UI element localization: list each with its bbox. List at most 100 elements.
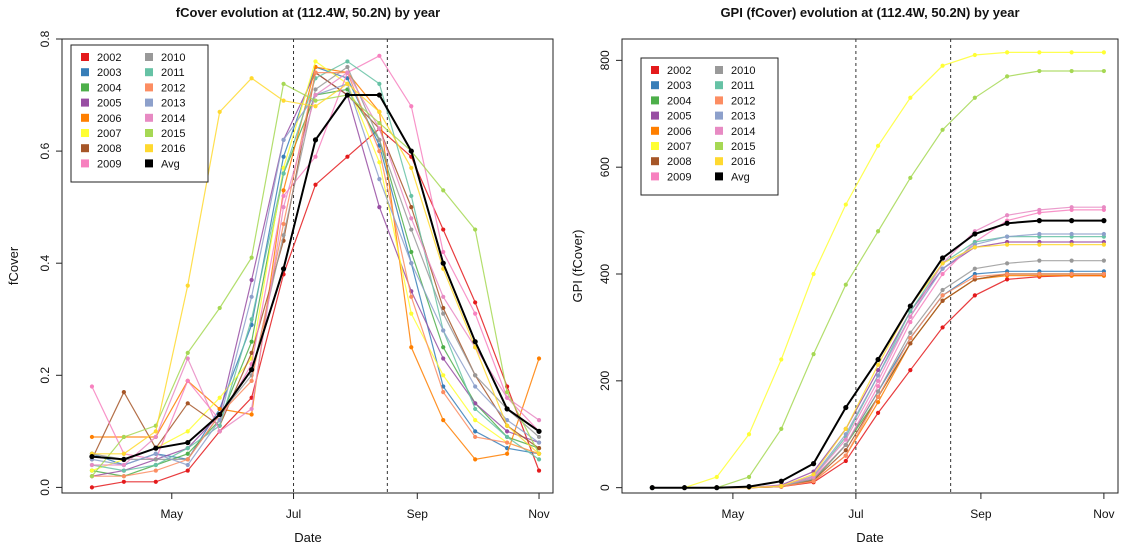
legend-swatch [651, 96, 659, 105]
data-point [345, 70, 350, 75]
series-2002 [89, 126, 542, 490]
data-point [409, 216, 414, 221]
data-point [1101, 271, 1106, 277]
data-point [249, 350, 254, 355]
x-tick-label: Sep [407, 507, 429, 521]
data-point [779, 483, 784, 489]
data-point [875, 410, 881, 415]
legend-swatch [715, 142, 723, 150]
data-point [972, 266, 977, 271]
legend-entry: 2008 [667, 156, 691, 168]
series-2009 [650, 207, 1106, 490]
data-point [473, 401, 478, 406]
legend-entry: 2014 [161, 113, 185, 125]
data-point [473, 373, 478, 378]
series-avg [89, 92, 542, 462]
legend-entry: 2016 [731, 156, 755, 168]
y-tick-label: 0.0 [38, 479, 52, 496]
series-2014 [650, 205, 1106, 490]
data-point [1101, 258, 1106, 263]
x-tick-label: Sep [970, 507, 992, 521]
data-point [313, 154, 318, 159]
data-point [504, 406, 510, 412]
data-point [249, 378, 254, 384]
data-point [409, 294, 414, 299]
data-point [811, 271, 816, 277]
data-point [810, 461, 817, 467]
data-point [281, 137, 286, 142]
data-point [441, 188, 446, 193]
legend-entry: 2011 [731, 80, 755, 92]
data-point [472, 339, 478, 345]
legend-entry: 2006 [97, 113, 121, 125]
legend-entry: 2007 [667, 141, 691, 153]
legend-entry: Avg [161, 158, 180, 170]
data-point [280, 266, 287, 272]
data-point [441, 227, 446, 232]
data-point [217, 429, 222, 434]
chart-panel-1: fCover evolution at (112.4W, 50.2N) by y… [6, 5, 554, 545]
legend-entry: 2012 [731, 95, 755, 107]
data-point [649, 485, 655, 491]
data-point [875, 400, 881, 405]
data-point [1037, 242, 1042, 247]
data-point [377, 205, 382, 210]
data-point [473, 457, 478, 462]
data-point [249, 412, 254, 417]
data-point [843, 202, 848, 207]
y-tick-label: 0.6 [38, 142, 52, 159]
data-point [281, 205, 286, 210]
data-point [377, 126, 382, 131]
data-point [1069, 271, 1074, 277]
legend-swatch [715, 96, 723, 105]
data-point [441, 373, 446, 378]
legend-entry: 2015 [731, 141, 755, 153]
data-point [344, 92, 351, 98]
plot-frame [621, 38, 1119, 494]
legend-entry: 2007 [97, 128, 121, 140]
legend-swatch [81, 98, 89, 107]
data-point [89, 485, 95, 490]
data-point [217, 305, 222, 311]
data-point [714, 474, 719, 480]
y-axis-label: fCover [6, 246, 21, 285]
data-point [185, 446, 190, 451]
data-point [185, 439, 191, 446]
data-point [746, 474, 752, 480]
data-point [940, 266, 945, 271]
data-point [908, 175, 913, 180]
data-point [875, 356, 881, 363]
data-point [281, 171, 286, 176]
data-point [281, 221, 286, 227]
data-point [1069, 50, 1074, 55]
data-point [908, 314, 913, 319]
data-point [121, 434, 126, 440]
data-point [1005, 277, 1010, 282]
data-point [972, 52, 977, 58]
data-point [409, 104, 414, 109]
legend-swatch [145, 98, 153, 107]
data-point [875, 373, 881, 378]
data-point [121, 456, 127, 462]
data-point [504, 395, 510, 400]
data-point [536, 428, 542, 434]
legend-swatch [81, 129, 89, 137]
data-point [1005, 74, 1010, 79]
legend-swatch [81, 159, 89, 168]
data-point [940, 298, 945, 303]
y-tick-label: 400 [598, 264, 612, 284]
data-point [249, 339, 254, 344]
x-tick-label: May [160, 507, 183, 521]
data-point [843, 448, 848, 453]
data-point [121, 479, 126, 484]
data-point [875, 143, 881, 148]
data-point [185, 429, 190, 434]
data-point [473, 418, 478, 423]
data-point [1005, 242, 1010, 247]
data-point [153, 457, 158, 462]
data-point [377, 81, 382, 86]
data-point [249, 406, 254, 412]
legend-swatch [145, 113, 153, 122]
data-point [89, 462, 95, 468]
data-point [504, 423, 510, 428]
